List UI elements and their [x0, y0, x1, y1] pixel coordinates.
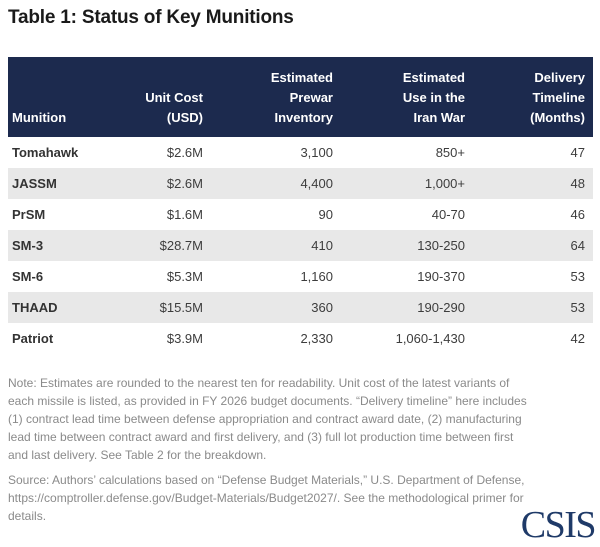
munitions-table: Munition Unit Cost (USD) Estimated Prewa…	[8, 57, 593, 354]
table-row: THAAD $15.5M 360 190-290 53	[8, 292, 593, 323]
cell-prewar-inventory: 360	[311, 300, 333, 315]
cell-iran-war-use: 190-290	[417, 300, 465, 315]
cell-iran-war-use: 190-370	[417, 269, 465, 284]
cell-iran-war-use: 130-250	[417, 238, 465, 253]
csis-logo: CSIS	[520, 504, 597, 546]
source-text: Source: Authors’ calculations based on “…	[8, 473, 525, 523]
cell-munition: SM-6	[12, 269, 44, 284]
cell-unit-cost: $28.7M	[159, 238, 203, 253]
cell-unit-cost: $5.3M	[166, 269, 203, 284]
cell-delivery-months: 53	[570, 269, 585, 284]
cell-iran-war-use: 850+	[435, 145, 465, 160]
cell-unit-cost: $1.6M	[166, 207, 203, 222]
cell-iran-war-use: 40-70	[431, 207, 465, 222]
header-delivery-timeline: Delivery Timeline (Months)	[530, 70, 585, 125]
cell-delivery-months: 53	[570, 300, 585, 315]
header-unit-cost: Unit Cost (USD)	[145, 90, 203, 125]
header-munition: Munition	[12, 110, 67, 125]
cell-prewar-inventory: 2,330	[300, 331, 333, 346]
table-row: Tomahawk $2.6M 3,100 850+ 47	[8, 137, 593, 168]
header-prewar-inventory: Estimated Prewar Inventory	[270, 70, 333, 125]
cell-iran-war-use: 1,060-1,430	[395, 331, 465, 346]
cell-iran-war-use: 1,000+	[424, 176, 465, 191]
cell-munition: Tomahawk	[12, 145, 79, 160]
table-row: Patriot $3.9M 2,330 1,060-1,430 42	[8, 323, 593, 354]
cell-unit-cost: $2.6M	[166, 145, 203, 160]
cell-unit-cost: $2.6M	[166, 176, 203, 191]
table-row: PrSM $1.6M 90 40-70 46	[8, 199, 593, 230]
cell-delivery-months: 64	[570, 238, 585, 253]
cell-munition: SM-3	[12, 238, 44, 253]
cell-unit-cost: $3.9M	[166, 331, 203, 346]
table-row: SM-3 $28.7M 410 130-250 64	[8, 230, 593, 261]
cell-munition: PrSM	[12, 207, 46, 222]
header-row: Munition Unit Cost (USD) Estimated Prewa…	[8, 57, 593, 137]
cell-prewar-inventory: 90	[318, 207, 333, 222]
header-iran-war-use: Estimated Use in the Iran War	[402, 70, 465, 125]
cell-prewar-inventory: 1,160	[300, 269, 333, 284]
cell-delivery-months: 46	[570, 207, 585, 222]
table-row: SM-6 $5.3M 1,160 190-370 53	[8, 261, 593, 292]
cell-munition: JASSM	[12, 176, 57, 191]
table-title: Table 1: Status of Key Munitions	[8, 7, 294, 28]
cell-munition: Patriot	[12, 331, 54, 346]
cell-prewar-inventory: 3,100	[300, 145, 333, 160]
cell-unit-cost: $15.5M	[159, 300, 203, 315]
cell-prewar-inventory: 4,400	[300, 176, 333, 191]
table-row: JASSM $2.6M 4,400 1,000+ 48	[8, 168, 593, 199]
cell-munition: THAAD	[12, 300, 58, 315]
report-page: Table 1: Status of Key Munitions Munitio…	[0, 7, 600, 547]
cell-prewar-inventory: 410	[311, 238, 333, 253]
cell-delivery-months: 47	[570, 145, 585, 160]
cell-delivery-months: 42	[570, 331, 585, 346]
note-text: Note: Estimates are rounded to the neare…	[8, 376, 527, 462]
cell-delivery-months: 48	[570, 176, 585, 191]
